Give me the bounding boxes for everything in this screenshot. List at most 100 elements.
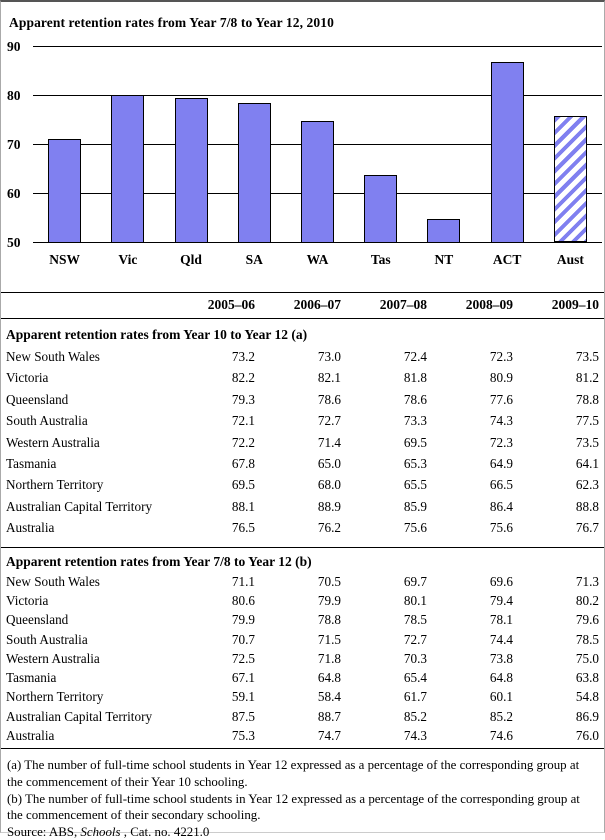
cell-value: 80.1 [403,592,427,608]
table-row: Victoria 82.2 82.1 81.8 80.9 81.2 [1,367,604,388]
y-axis-tick-label: 80 [7,88,21,103]
cell-value: 67.1 [231,670,255,686]
gridline-80 [33,95,602,96]
footnote-a: (a) The number of full-time school stude… [7,758,580,789]
cell-value: 75.3 [231,728,255,744]
table-row: Western Australia 72.5 71.8 70.3 73.8 75.0 [1,649,604,668]
cell-value: 72.1 [231,413,255,429]
row-label: Queensland [6,391,69,407]
row-label: Tasmania [6,456,57,472]
row-label: Australia [6,728,55,744]
cell-value: 78.8 [575,391,599,407]
bar-nsw [48,138,82,243]
table-row: South Australia 70.7 71.5 72.7 74.4 78.5 [1,630,604,649]
table-row: Tasmania 67.8 65.0 65.3 64.9 64.1 [1,453,604,474]
table-row: Queensland 79.9 78.8 78.5 78.1 79.6 [1,610,604,629]
cell-value: 61.7 [403,689,427,705]
bar-vic [111,95,145,243]
source-publication: Schools [80,824,121,839]
cell-value: 75.6 [489,520,513,536]
cell-value: 72.7 [403,631,427,647]
cell-value: 64.8 [317,670,341,686]
cell-value: 66.5 [489,477,513,493]
cell-value: 78.5 [575,631,599,647]
cell-value: 74.6 [489,728,513,744]
cell-value: 59.1 [231,689,255,705]
cell-value: 71.8 [317,650,341,666]
table-row: New South Wales 71.1 70.5 69.7 69.6 71.3 [1,572,604,591]
table-row: Western Australia 72.2 71.4 69.5 72.3 73.5 [1,432,604,453]
cell-value: 54.8 [575,689,599,705]
chart-x-axis-labels: NSW Vic Qld SA WA Tas NT ACT Aust [1,243,604,273]
cell-value: 73.5 [575,349,599,364]
section-title: Apparent retention rates from Year 10 to… [6,327,308,342]
cell-value: 76.7 [575,520,599,536]
row-label: Australian Capital Territory [6,708,153,724]
cell-value: 62.3 [575,477,599,493]
source-prefix: Source: ABS, [7,824,81,839]
table-row: Northern Territory 59.1 58.4 61.7 60.1 54.8 [1,687,604,706]
table-header-row: 2005–06 2006–07 2007–08 2008–09 2009–10 [1,293,604,319]
cell-value: 81.8 [403,370,427,386]
cell-value: 79.4 [489,592,513,608]
cell-value: 73.2 [231,349,255,364]
cell-value: 69.5 [403,434,427,450]
cell-value: 78.1 [489,612,513,628]
cell-value: 74.3 [489,413,513,429]
cell-value: 64.1 [575,456,599,472]
cell-value: 73.3 [403,413,427,429]
row-label: Western Australia [6,650,100,666]
cell-value: 80.6 [231,592,255,608]
table-column-header: 2005–06 [207,297,255,312]
x-axis-label-sa: SA [245,252,263,267]
chart-title: Apparent retention rates from Year 7/8 t… [9,15,334,30]
footnotes: (a) The number of full-time school stude… [7,757,598,840]
cell-value: 76.2 [317,520,341,536]
table-row: New South Wales 73.2 73.0 72.4 72.3 73.5 [1,346,604,367]
cell-value: 85.9 [403,498,427,514]
cell-value: 72.5 [231,650,255,666]
row-label: Northern Territory [6,689,104,705]
cell-value: 82.2 [231,370,255,386]
table-row: Northern Territory 69.5 68.0 65.5 66.5 62.3 [1,474,604,495]
gridline-90 [33,46,602,47]
cell-value: 78.6 [403,391,427,407]
bar-chart: Apparent retention rates from Year 7/8 t… [1,15,604,273]
cell-value: 72.3 [489,434,513,450]
row-label: Victoria [6,370,49,386]
section-title: Apparent retention rates from Year 7/8 t… [6,553,312,569]
cell-value: 88.1 [231,498,255,514]
cell-value: 77.6 [489,391,513,407]
table-row: Victoria 80.6 79.9 80.1 79.4 80.2 [1,591,604,610]
cell-value: 79.6 [575,612,599,628]
cell-value: 70.3 [403,650,427,666]
cell-value: 86.9 [575,708,599,724]
cell-value: 69.7 [403,573,427,589]
cell-value: 65.0 [317,456,341,472]
table-column-header: 2007–08 [379,297,427,312]
cell-value: 70.5 [317,573,341,589]
table-row: Australia 75.3 74.7 74.3 74.6 76.0 [1,726,604,745]
row-label: Victoria [6,592,49,608]
cell-value: 72.7 [317,413,341,429]
table-column-header: 2006–07 [293,297,341,312]
cell-value: 77.5 [575,413,599,429]
bar-sa [237,103,271,243]
cell-value: 65.5 [403,477,427,493]
x-axis-label-tas: Tas [370,252,391,267]
table-row: Australian Capital Territory 88.1 88.9 85.9… [1,496,604,517]
cell-value: 70.7 [231,631,255,647]
table-section-a: Apparent retention rates from Year 10 to… [1,319,604,543]
table-body: Apparent retention rates from Year 10 to… [1,319,604,750]
row-label: New South Wales [6,349,100,364]
cell-value: 73.5 [575,434,599,450]
cell-value: 67.8 [231,456,255,472]
y-axis-tick-label: 90 [7,39,21,54]
cell-value: 86.4 [489,498,513,514]
row-label: South Australia [6,413,88,429]
cell-value: 65.3 [403,456,427,472]
cell-value: 58.4 [317,689,341,705]
cell-value: 80.9 [489,370,513,386]
x-axis-label-wa: WA [306,252,329,267]
cell-value: 88.7 [317,708,341,724]
